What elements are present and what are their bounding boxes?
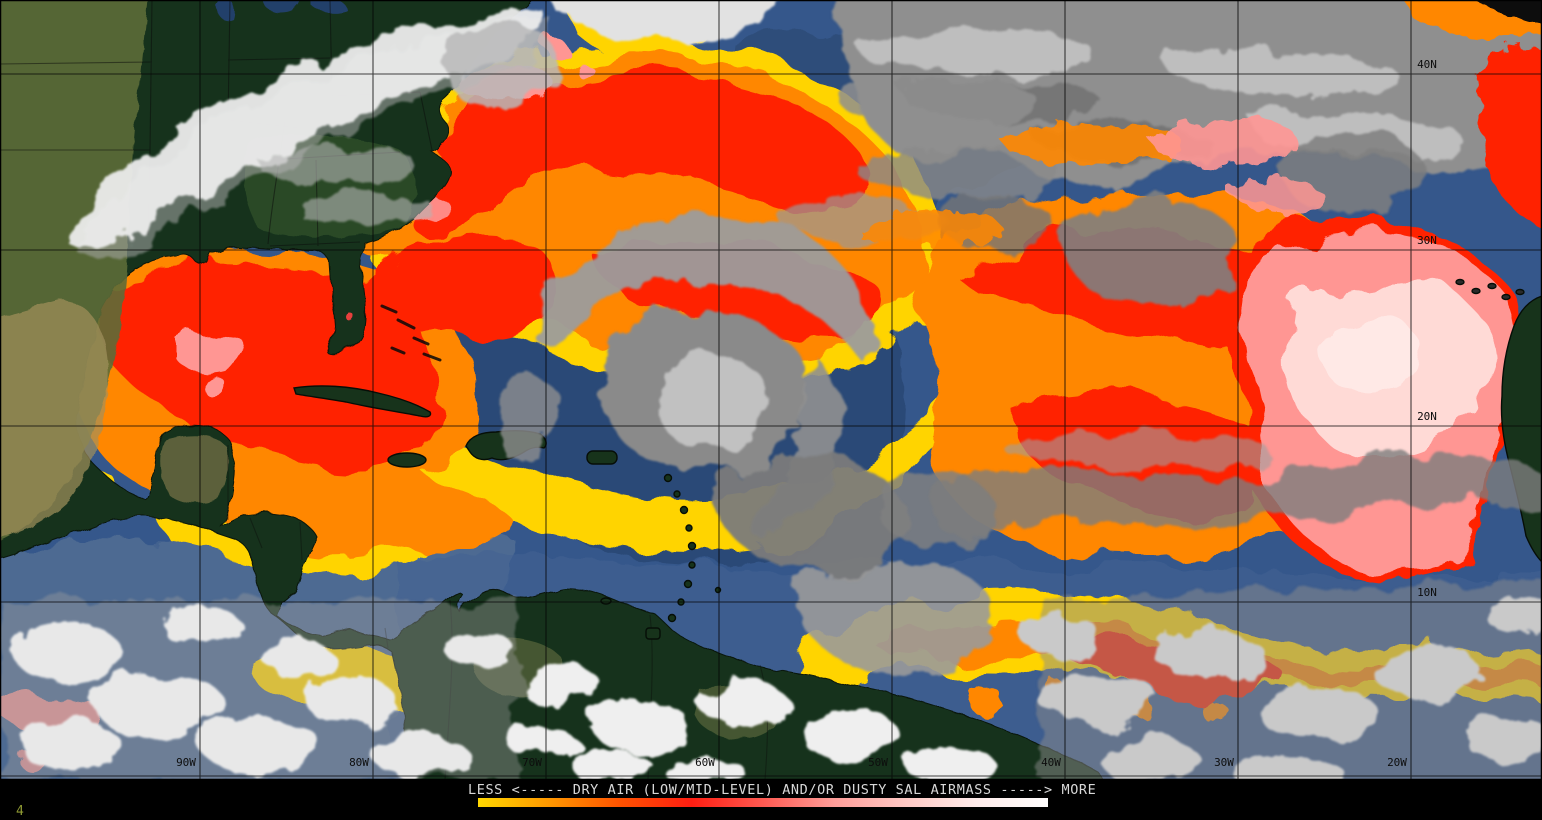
- grid-labels: 40N 30N 20N 10N 90W 80W 70W 60W 50W 40W …: [176, 58, 1437, 769]
- lake-okeechobee: [345, 312, 353, 320]
- bahamas-outlines: [380, 304, 442, 362]
- lon-label: 60W: [695, 756, 715, 769]
- satellite-imagery: 40N 30N 20N 10N 90W 80W 70W 60W 50W 40W …: [0, 0, 1542, 780]
- island-margarita: [600, 597, 612, 605]
- island-jamaica: [387, 452, 427, 468]
- lon-label: 20W: [1387, 756, 1407, 769]
- lon-label: 90W: [176, 756, 196, 769]
- satellite-map: 40N 30N 20N 10N 90W 80W 70W 60W 50W 40W …: [0, 0, 1542, 780]
- gridlines: [0, 0, 1542, 780]
- land-tan-mexico: [0, 300, 109, 538]
- island-cuba: [293, 385, 432, 418]
- colorbar: [478, 798, 1048, 807]
- frame-number: 4: [16, 804, 24, 819]
- lon-label: 80W: [349, 756, 369, 769]
- lon-label: 40W: [1041, 756, 1061, 769]
- cloud-layer: [0, 0, 1542, 780]
- lesser-antilles: [663, 473, 722, 623]
- lat-label: 20N: [1417, 410, 1437, 423]
- info-bar: LESS <----- DRY AIR (LOW/MID-LEVEL) AND/…: [0, 780, 1542, 820]
- land-layer: [0, 0, 1104, 780]
- lon-label: 30W: [1214, 756, 1234, 769]
- island-puerto-rico: [586, 450, 618, 465]
- colorbar-legend-text: LESS <----- DRY AIR (LOW/MID-LEVEL) AND/…: [468, 782, 1097, 798]
- lat-label: 10N: [1417, 586, 1437, 599]
- lon-label: 70W: [522, 756, 542, 769]
- lat-label: 40N: [1417, 58, 1437, 71]
- canary-islands: [1455, 278, 1525, 301]
- lat-label: 30N: [1417, 234, 1437, 247]
- sal-over-cloud-layer: [860, 0, 1542, 249]
- sal-pale-core: [1291, 276, 1488, 457]
- product-info-line: GOES-EAST: SAHARAN AIR LAYER TRACKING PR…: [428, 807, 1225, 820]
- island-trinidad: [645, 627, 661, 640]
- lon-label: 50W: [868, 756, 888, 769]
